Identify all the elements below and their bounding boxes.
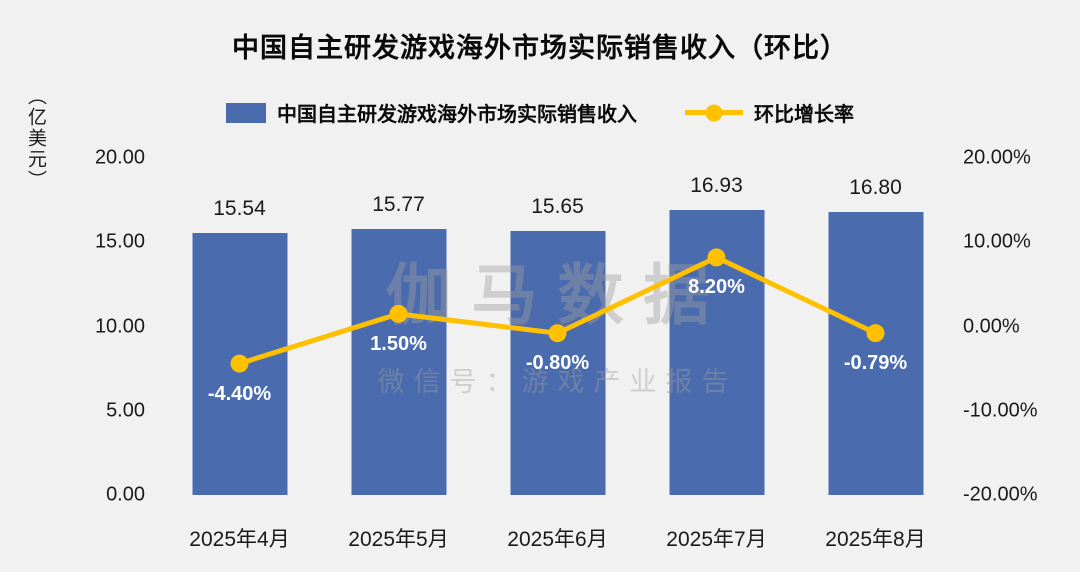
line-marker-icon-1 <box>389 304 408 323</box>
right-axis-tick-3: -10.00% <box>963 399 1038 422</box>
line-marker-icon-3 <box>707 248 726 267</box>
x-axis-label-0: 2025年4月 <box>189 528 290 551</box>
line-marker-icon-4 <box>866 324 885 343</box>
x-axis-labels: 2025年4月 2025年5月 2025年6月 2025年7月 2025年8月 <box>160 523 955 553</box>
legend: 中国自主研发游戏海外市场实际销售收入 环比增长率 <box>0 98 1080 127</box>
legend-item-growth-rate: 环比增长率 <box>685 98 854 127</box>
left-axis-unit-label: （亿美元） <box>25 86 46 191</box>
right-axis-ticks: 20.00% 10.00% 0.00% -10.00% -20.00% <box>963 147 1075 506</box>
bar-column-1: 15.77 <box>319 158 478 495</box>
plot-area: 15.54 15.77 15.65 16.93 16.80 -4.40% 1.50% -0.8… <box>160 158 955 495</box>
bar-value-label-2: 15.65 <box>531 195 584 219</box>
left-axis-tick-4: 0.00 <box>106 483 145 506</box>
right-axis-tick-1: 10.00% <box>963 230 1031 253</box>
revenue-bar-1 <box>351 229 446 495</box>
growth-rate-label-4: -0.79% <box>843 352 908 375</box>
revenue-bar-4 <box>828 211 923 495</box>
right-axis-tick-0: 20.00% <box>963 146 1031 169</box>
growth-rate-label-3: 8.20% <box>688 276 745 299</box>
left-axis-tick-0: 20.00 <box>94 146 145 169</box>
bar-value-label-4: 16.80 <box>849 175 902 199</box>
x-axis-label-1: 2025年5月 <box>348 528 449 551</box>
x-axis-label-3: 2025年7月 <box>666 528 767 551</box>
left-axis-ticks: 20.00 15.00 10.00 5.00 0.00 <box>0 147 145 506</box>
right-axis-tick-2: 0.00% <box>963 315 1020 337</box>
bar-column-4: 16.80 <box>796 158 955 495</box>
line-marker-icon-2 <box>548 324 567 343</box>
legend-line-swatch <box>685 104 743 121</box>
bar-column-2: 15.65 <box>478 158 637 495</box>
growth-rate-label-2: -0.80% <box>525 352 590 375</box>
x-axis-label-4: 2025年8月 <box>825 528 926 551</box>
legend-item-revenue: 中国自主研发游戏海外市场实际销售收入 <box>226 98 637 127</box>
legend-bar-label: 中国自主研发游戏海外市场实际销售收入 <box>277 104 637 126</box>
chart-title: 中国自主研发游戏海外市场实际销售收入（环比） <box>232 33 848 63</box>
legend-line-label: 环比增长率 <box>754 104 854 126</box>
right-axis-tick-4: -20.00% <box>963 483 1038 506</box>
x-axis-label-2: 2025年6月 <box>507 528 608 551</box>
left-axis-tick-2: 10.00 <box>94 315 145 337</box>
left-axis-tick-3: 5.00 <box>106 399 145 422</box>
legend-line-marker-icon <box>705 104 723 121</box>
growth-rate-line <box>230 248 885 373</box>
line-marker-icon-0 <box>230 354 249 373</box>
growth-rate-label-0: -4.40% <box>207 382 272 405</box>
revenue-bar-2 <box>510 231 605 495</box>
legend-bar-swatch <box>226 102 266 123</box>
left-axis-tick-1: 15.00 <box>94 230 145 253</box>
growth-rate-label-1: 1.50% <box>370 332 427 355</box>
bar-value-label-3: 16.93 <box>690 173 743 197</box>
bar-value-label-0: 15.54 <box>213 197 266 221</box>
bar-value-label-1: 15.77 <box>372 193 425 217</box>
